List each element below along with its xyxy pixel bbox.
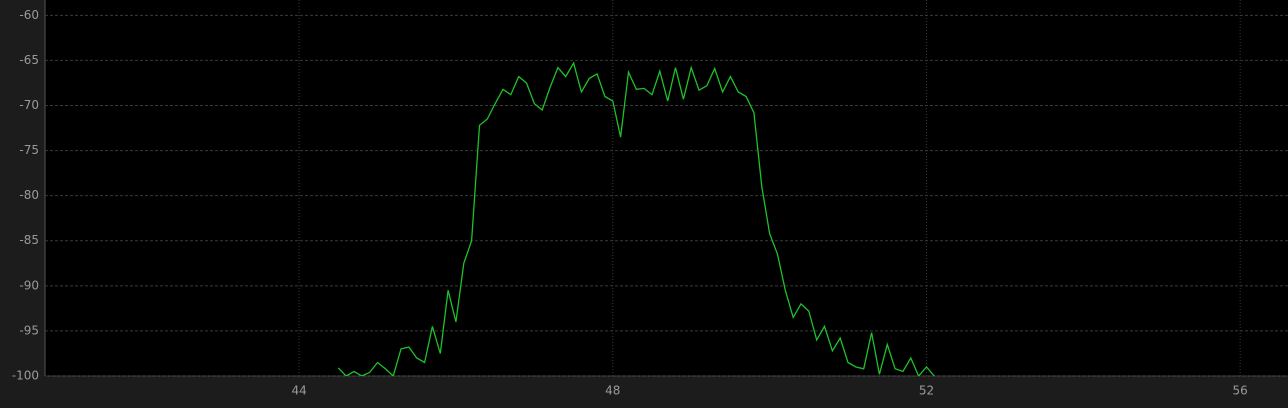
plot-area xyxy=(45,0,1288,376)
y-tick-label: -75 xyxy=(19,143,39,157)
y-tick-label: -70 xyxy=(19,98,39,112)
y-tick-label: -60 xyxy=(19,8,39,22)
x-tick-label: 56 xyxy=(1233,384,1248,398)
y-tick-label: -65 xyxy=(19,53,39,67)
spectrum-line xyxy=(337,61,935,376)
x-tick-label: 52 xyxy=(919,384,934,398)
y-tick-label: -80 xyxy=(19,188,39,202)
y-tick-label: -100 xyxy=(12,369,39,383)
x-tick-label: 48 xyxy=(605,384,620,398)
y-tick-label: -85 xyxy=(19,233,39,247)
x-tick-label: 44 xyxy=(291,384,306,398)
y-tick-label: -95 xyxy=(19,323,39,337)
y-tick-label: -90 xyxy=(19,278,39,292)
